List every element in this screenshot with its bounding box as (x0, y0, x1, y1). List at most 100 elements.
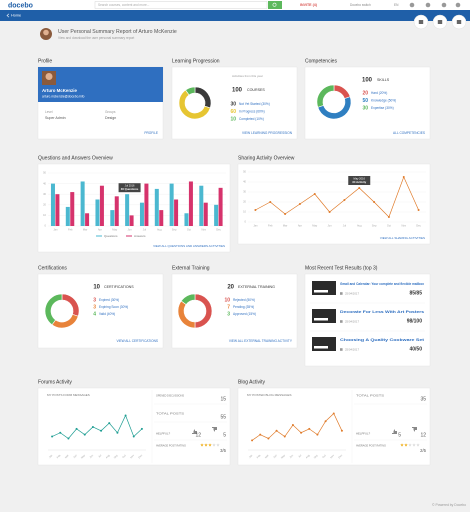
test-title-link[interactable]: Choosing A Quality Cookware Set (340, 338, 425, 342)
point (108, 422, 111, 425)
y-tick-label: 20 (243, 200, 246, 204)
header-icon[interactable] (409, 2, 415, 8)
x-tick-label: Nov (330, 454, 336, 460)
point (132, 435, 135, 438)
x-tick-label: May (280, 454, 286, 460)
test-title-link[interactable]: Gmail and Calendar: Your complete and fl… (340, 282, 424, 286)
legend-value: 7 (227, 304, 230, 310)
line (251, 412, 343, 441)
x-tick-label: Nov (130, 454, 136, 460)
y-tick-label: 50 (43, 171, 46, 175)
total-label: EXTERNAL TRAINING (238, 285, 275, 289)
legend-value: 3 (93, 304, 96, 310)
y-tick-label: 30 (243, 190, 246, 194)
x-tick-label: Oct (122, 454, 127, 459)
point (358, 187, 361, 189)
legend-label: Rejected (50%) (233, 298, 255, 302)
action-icon (418, 20, 424, 24)
language-link[interactable]: EN (394, 3, 399, 7)
bar (144, 183, 149, 226)
caption: Activities from this year (232, 74, 263, 78)
stat-label: OPENED DISCUSSIONS (156, 394, 184, 398)
point (116, 431, 119, 434)
x-tick-label: Nov (201, 228, 206, 232)
calendar-icon (340, 292, 343, 295)
tooltip (348, 176, 371, 185)
bar (50, 183, 55, 226)
point (67, 437, 70, 440)
x-tick-label: Mar (283, 224, 288, 228)
total-label: CERTIFICATIONS (104, 285, 134, 289)
y-tick-label: 40 (43, 181, 46, 185)
competencies-link[interactable]: ALL COMPETENCIES (393, 131, 425, 135)
avatar-face (43, 29, 49, 36)
point (283, 435, 286, 438)
questions-link[interactable]: VIEW ALL QUESTIONS AND ANSWERS ACTIVITIE… (153, 244, 225, 248)
header-icon[interactable] (425, 2, 431, 8)
bar (159, 210, 164, 226)
x-tick-label: Jan (53, 228, 58, 232)
y-tick-label: 30 (43, 192, 46, 196)
bar (95, 199, 100, 226)
legend-label: Completed (10%) (239, 117, 264, 121)
legend-label: Expired (30%) (99, 298, 119, 302)
rating-value: 2/5 (420, 448, 426, 453)
total-value: 100 (362, 78, 373, 84)
card (37, 273, 164, 349)
certifications-link[interactable]: VIEW ALL CERTIFICATIONS (116, 339, 158, 343)
tooltip-text: 34 Activity (352, 180, 366, 184)
learning-link[interactable]: VIEW LEARNING PROGRESSION (242, 131, 293, 135)
tooltip-title: May 2016 (354, 176, 366, 180)
card-title: Questions and Answers Overview (38, 155, 113, 161)
chart-title: MY POSTS FORM MESSAGES (47, 393, 90, 397)
legend-label: Valid (40%) (99, 312, 115, 316)
card-title: External Training (172, 265, 210, 271)
switch-link[interactable]: Docebo switch (350, 3, 371, 7)
x-tick-label: Jan (248, 454, 253, 459)
bar (129, 215, 134, 226)
x-tick-label: Aug (105, 454, 111, 460)
x-tick-label: Jul (343, 224, 347, 228)
external-link[interactable]: VIEW ALL EXTERNAL TRAINING ACTIVITY (229, 339, 293, 343)
test-date: 25/04/2017 (345, 319, 359, 323)
invite-link[interactable]: INVITE (4) (300, 3, 318, 7)
header-icon[interactable] (441, 2, 447, 8)
x-tick-label: Apr (73, 454, 78, 459)
legend-label: In Progress (60%) (239, 109, 265, 113)
thumb-up-icon (192, 429, 197, 434)
test-title-link[interactable]: Decorate For Less With Art Posters (340, 310, 424, 314)
x-tick-label: Mar (264, 454, 269, 459)
total-label: SKILLS (377, 78, 390, 82)
point (417, 209, 420, 211)
thumbnail-label (314, 290, 328, 293)
legend-label: Questions (104, 234, 118, 238)
search-icon (272, 2, 277, 7)
bar (218, 187, 223, 226)
point (140, 427, 143, 430)
helpful-up: 5 (398, 432, 401, 438)
rating-star (412, 443, 416, 447)
donut-segment (185, 86, 196, 96)
legend-value: 50 (362, 98, 368, 104)
profile-link[interactable]: PROFILE (144, 131, 158, 135)
card (237, 163, 431, 245)
bar (55, 194, 60, 226)
profile-face (45, 73, 53, 80)
stat-label: HELPFUL? (156, 432, 171, 436)
x-tick-label: Aug (157, 228, 162, 232)
test-date: 25/04/2017 (345, 291, 359, 295)
point (83, 433, 86, 436)
thumb-up-icon (392, 429, 397, 434)
sharing-link[interactable]: VIEW ALL SHARING ACTIVITIES (380, 236, 425, 240)
header-icon[interactable] (455, 2, 461, 8)
rating-star (208, 443, 212, 447)
x-tick-label: Dec (138, 454, 144, 460)
donut-segment (316, 84, 335, 108)
x-tick-label: Feb (68, 228, 73, 232)
home-link[interactable]: Home (11, 14, 21, 18)
legend-label: Expiring Soon (30%) (99, 305, 128, 309)
bar (184, 213, 189, 226)
point (91, 425, 94, 428)
chevron (6, 13, 10, 18)
